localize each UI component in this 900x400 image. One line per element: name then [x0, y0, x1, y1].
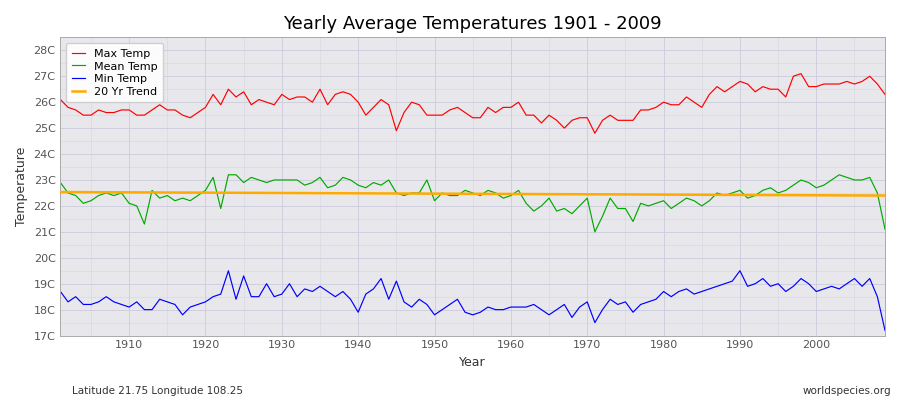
Text: worldspecies.org: worldspecies.org [803, 386, 891, 396]
Max Temp [330, 92, 341, 97]
Min Temp [223, 268, 234, 273]
Max Temp [55, 97, 66, 102]
Max Temp [605, 113, 616, 118]
Line: Mean Temp: Mean Temp [60, 175, 885, 232]
20 Yr Trend [597, 192, 608, 197]
Text: Latitude 21.75 Longitude 108.25: Latitude 21.75 Longitude 108.25 [72, 386, 243, 396]
Max Temp [498, 105, 508, 110]
Line: 20 Yr Trend: 20 Yr Trend [60, 192, 885, 196]
20 Yr Trend [116, 190, 127, 195]
20 Yr Trend [55, 190, 66, 194]
Line: Min Temp: Min Temp [60, 271, 885, 330]
Mean Temp [116, 190, 127, 195]
Min Temp [116, 302, 127, 307]
Max Temp [116, 108, 127, 112]
Mean Temp [338, 175, 348, 180]
20 Yr Trend [498, 192, 508, 196]
Mean Temp [292, 178, 302, 182]
Max Temp [590, 131, 600, 136]
Min Temp [55, 289, 66, 294]
Mean Temp [55, 180, 66, 185]
Legend: Max Temp, Mean Temp, Min Temp, 20 Yr Trend: Max Temp, Mean Temp, Min Temp, 20 Yr Tre… [66, 43, 163, 102]
20 Yr Trend [879, 193, 890, 198]
X-axis label: Year: Year [459, 356, 486, 369]
20 Yr Trend [506, 192, 517, 196]
Line: Max Temp: Max Temp [60, 74, 885, 133]
Mean Temp [879, 227, 890, 232]
Mean Temp [513, 188, 524, 193]
Mean Temp [223, 172, 234, 177]
Mean Temp [590, 230, 600, 234]
20 Yr Trend [330, 191, 341, 196]
Mean Temp [612, 206, 623, 211]
Min Temp [338, 289, 348, 294]
Min Temp [879, 328, 890, 333]
Max Temp [284, 97, 295, 102]
Y-axis label: Temperature: Temperature [15, 147, 28, 226]
Max Temp [796, 71, 806, 76]
Min Temp [292, 294, 302, 299]
20 Yr Trend [284, 191, 295, 196]
Mean Temp [506, 193, 517, 198]
Min Temp [605, 297, 616, 302]
Max Temp [879, 92, 890, 97]
Min Temp [506, 305, 517, 310]
Title: Yearly Average Temperatures 1901 - 2009: Yearly Average Temperatures 1901 - 2009 [284, 15, 662, 33]
Min Temp [513, 305, 524, 310]
Max Temp [506, 105, 517, 110]
